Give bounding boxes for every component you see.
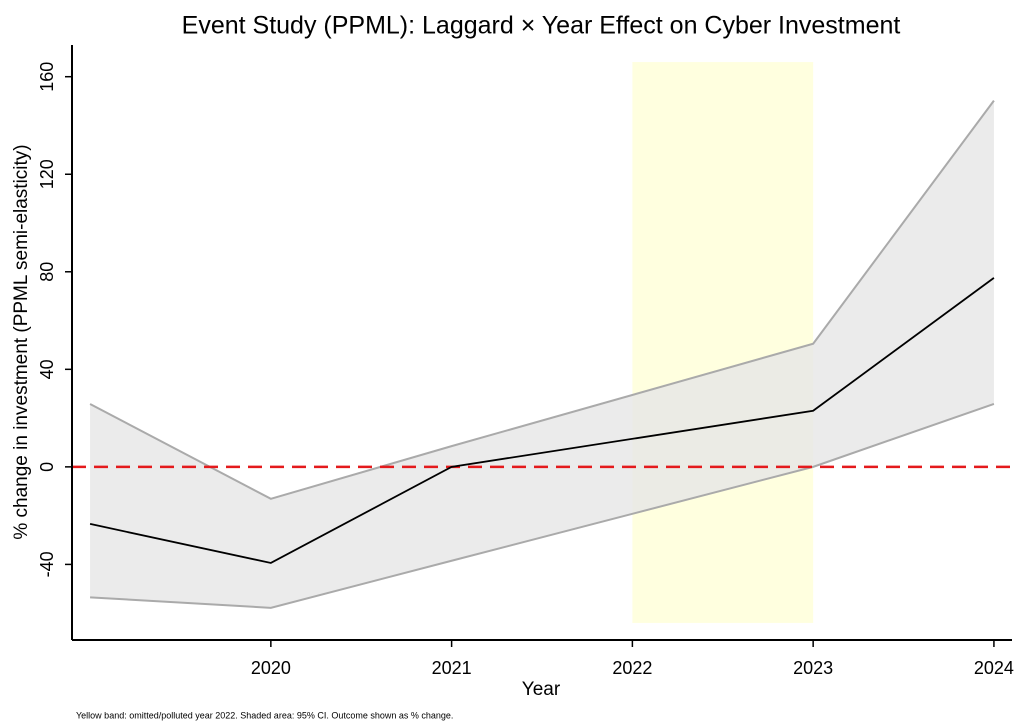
highlight-band [632,62,814,623]
ci-edge [90,403,995,609]
y-tick-label: 80 [37,262,57,282]
x-tick-label: 2021 [432,658,472,678]
footnote: Yellow band: omitted/polluted year 2022.… [76,710,453,720]
y-tick-label: 40 [37,359,57,379]
x-tick-label: 2020 [251,658,291,678]
chart-title: Event Study (PPML): Laggard × Year Effec… [182,12,901,40]
x-tick-label: 2023 [793,658,833,678]
y-tick-label: 160 [37,62,57,92]
x-axis-label: Year [522,679,561,700]
y-tick-label: -40 [37,551,57,577]
x-tick-label: 2024 [974,658,1014,678]
x-tick-label: 2022 [612,658,652,678]
y-tick-label: 0 [37,462,57,472]
ci-area [90,100,994,608]
y-tick-label: 120 [37,159,57,189]
y-axis-label: % change in investment (PPML semi-elasti… [11,144,32,539]
estimate-line [89,277,995,564]
